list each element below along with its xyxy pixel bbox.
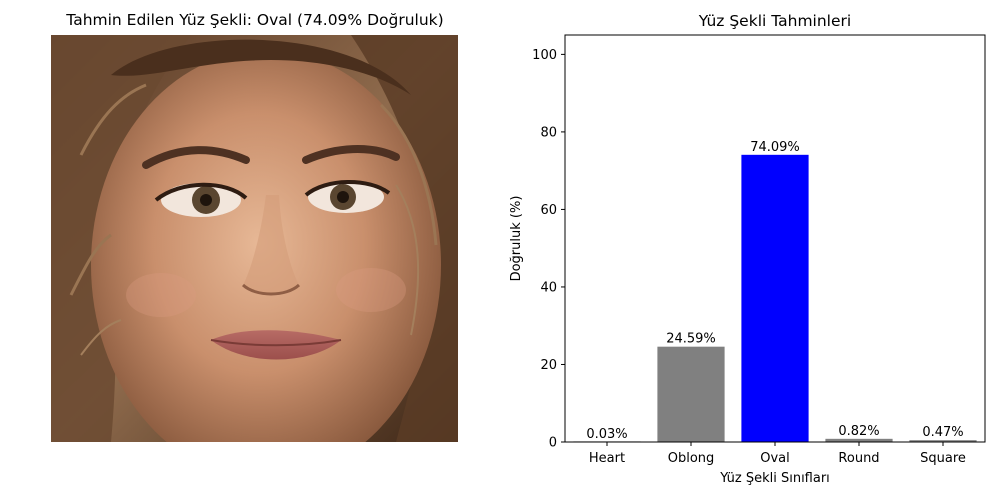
x-tick-label: Oblong	[668, 451, 715, 466]
y-tick-label: 40	[540, 280, 557, 295]
bar-value-label: 24.59%	[666, 332, 716, 347]
bar-value-label: 0.82%	[838, 424, 879, 439]
x-tick-label: Heart	[589, 451, 625, 466]
bar-square	[909, 440, 977, 442]
bar-value-label: 74.09%	[750, 140, 800, 155]
y-tick-label: 20	[540, 358, 557, 373]
plot-frame	[564, 34, 986, 443]
x-tick-label: Round	[838, 451, 879, 466]
chart-title: Yüz Şekli Tahminleri	[698, 12, 851, 30]
face-photo	[51, 35, 458, 442]
y-tick-label: 80	[540, 125, 557, 140]
y-tick-label: 0	[549, 436, 557, 451]
y-axis-label: Doğruluk (%)	[509, 196, 524, 282]
y-tick-label: 60	[540, 203, 557, 218]
bar-round	[825, 438, 893, 442]
x-tick-label: Square	[920, 451, 966, 466]
bar-value-label: 0.47%	[922, 425, 963, 440]
bar-oblong	[657, 346, 725, 442]
bar-value-label: 0.03%	[586, 427, 627, 442]
y-tick-label: 100	[532, 48, 557, 63]
bar-oval	[741, 154, 809, 442]
x-tick-label: Oval	[760, 451, 790, 466]
photo-title: Tahmin Edilen Yüz Şekli: Oval (74.09% Do…	[66, 11, 444, 29]
x-axis-label: Yüz Şekli Sınıfları	[719, 471, 830, 486]
photo-panel: Tahmin Edilen Yüz Şekli: Oval (74.09% Do…	[51, 11, 458, 442]
